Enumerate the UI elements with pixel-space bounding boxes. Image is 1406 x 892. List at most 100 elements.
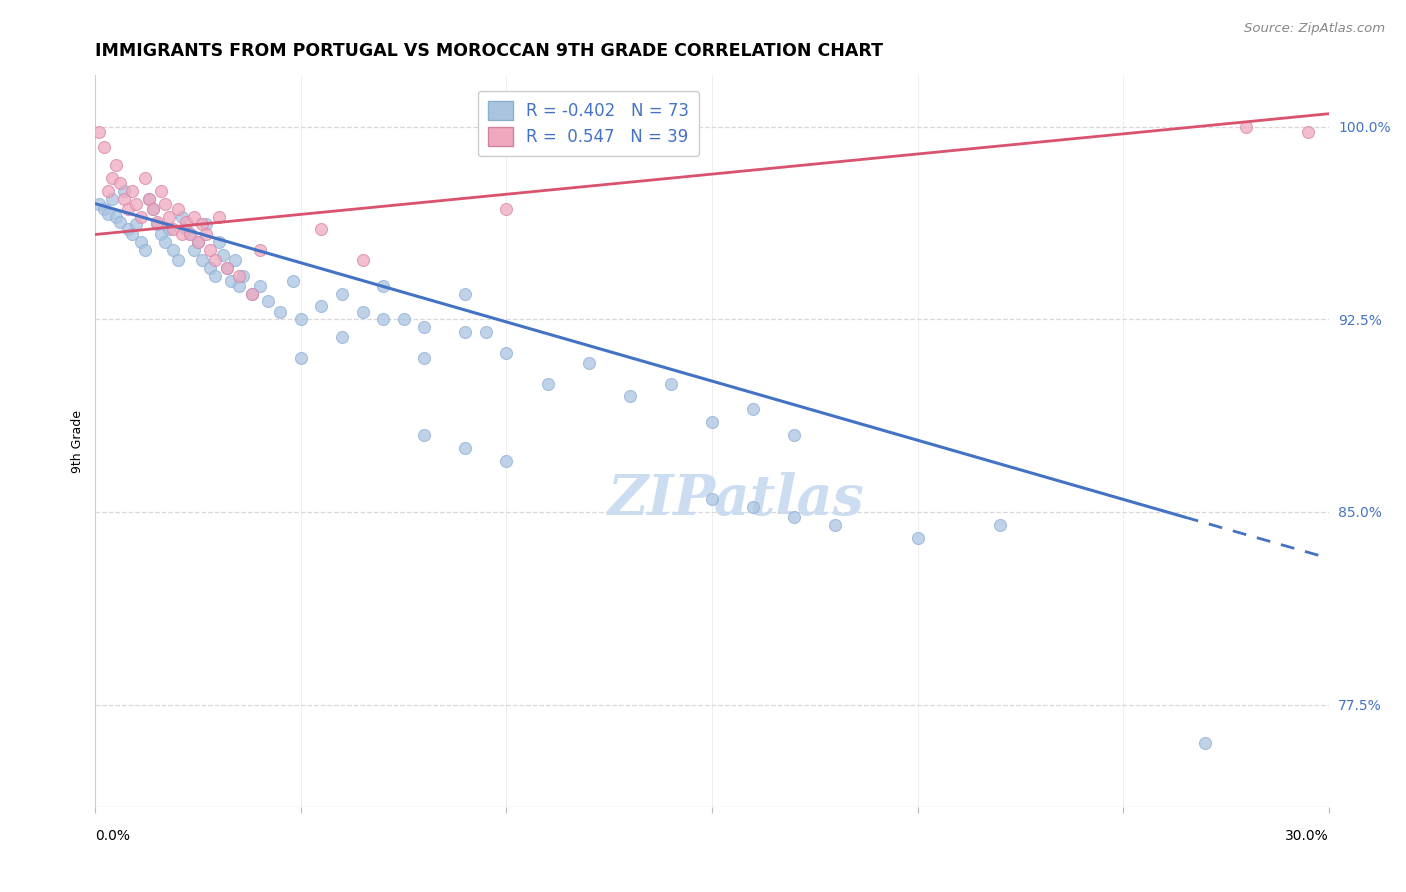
Point [138, 192, 160, 206]
Point [191, 253, 214, 268]
Point [290, 312, 312, 326]
Point [454, 325, 477, 339]
Point [204, 253, 226, 268]
Point [240, 286, 263, 301]
Point [413, 320, 436, 334]
Point [93, 202, 115, 216]
Point [101, 192, 124, 206]
Point [371, 312, 394, 326]
Point [166, 202, 188, 216]
Point [146, 217, 169, 231]
Point [269, 304, 291, 318]
Text: ZIPatlas: ZIPatlas [609, 473, 865, 527]
Point [155, 235, 177, 250]
Point [700, 415, 723, 429]
Point [162, 243, 184, 257]
Point [121, 227, 143, 242]
Point [129, 235, 152, 250]
Point [134, 171, 156, 186]
Point [371, 278, 394, 293]
Point [157, 222, 180, 236]
Point [150, 227, 173, 242]
Point [204, 268, 226, 283]
Point [93, 140, 115, 154]
Point [578, 356, 600, 370]
Text: Source: ZipAtlas.com: Source: ZipAtlas.com [1244, 22, 1385, 36]
Point [191, 217, 214, 231]
Point [219, 274, 242, 288]
Point [117, 202, 139, 216]
Point [215, 260, 238, 275]
Text: 30.0%: 30.0% [1285, 830, 1329, 843]
Point [907, 531, 929, 545]
Point [700, 492, 723, 507]
Point [125, 196, 148, 211]
Point [454, 441, 477, 455]
Point [183, 210, 205, 224]
Point [413, 428, 436, 442]
Point [101, 171, 124, 186]
Point [208, 210, 231, 224]
Point [112, 184, 135, 198]
Point [475, 325, 498, 339]
Point [104, 210, 127, 224]
Point [249, 278, 271, 293]
Point [224, 253, 246, 268]
Point [495, 345, 517, 359]
Point [157, 210, 180, 224]
Point [311, 222, 333, 236]
Point [1236, 120, 1258, 134]
Point [413, 351, 436, 365]
Point [174, 214, 197, 228]
Point [454, 286, 477, 301]
Point [166, 253, 188, 268]
Point [228, 278, 250, 293]
Point [228, 268, 250, 283]
Legend: R = -0.402   N = 73, R =  0.547   N = 39: R = -0.402 N = 73, R = 0.547 N = 39 [478, 91, 699, 156]
Point [138, 192, 160, 206]
Point [89, 196, 111, 211]
Point [495, 202, 517, 216]
Point [783, 510, 806, 524]
Point [290, 351, 312, 365]
Text: IMMIGRANTS FROM PORTUGAL VS MOROCCAN 9TH GRADE CORRELATION CHART: IMMIGRANTS FROM PORTUGAL VS MOROCCAN 9TH… [96, 42, 883, 60]
Point [183, 243, 205, 257]
Point [104, 158, 127, 172]
Point [142, 202, 165, 216]
Point [211, 248, 233, 262]
Point [659, 376, 682, 391]
Point [208, 235, 231, 250]
Point [112, 192, 135, 206]
Point [155, 196, 177, 211]
Point [824, 517, 846, 532]
Point [162, 222, 184, 236]
Point [742, 402, 765, 417]
Point [352, 304, 374, 318]
Point [330, 330, 353, 344]
Point [129, 210, 152, 224]
Point [108, 176, 131, 190]
Point [179, 227, 201, 242]
Point [170, 210, 193, 224]
Point [195, 227, 218, 242]
Point [536, 376, 558, 391]
Point [200, 243, 222, 257]
Point [187, 235, 209, 250]
Y-axis label: 9th Grade: 9th Grade [72, 409, 84, 473]
Point [89, 125, 111, 139]
Point [215, 260, 238, 275]
Point [142, 202, 165, 216]
Point [200, 260, 222, 275]
Point [108, 214, 131, 228]
Point [240, 286, 263, 301]
Point [146, 214, 169, 228]
Point [281, 274, 304, 288]
Point [1296, 125, 1319, 139]
Point [352, 253, 374, 268]
Point [187, 235, 209, 250]
Point [117, 222, 139, 236]
Point [134, 243, 156, 257]
Point [257, 294, 280, 309]
Point [1194, 736, 1216, 750]
Point [249, 243, 271, 257]
